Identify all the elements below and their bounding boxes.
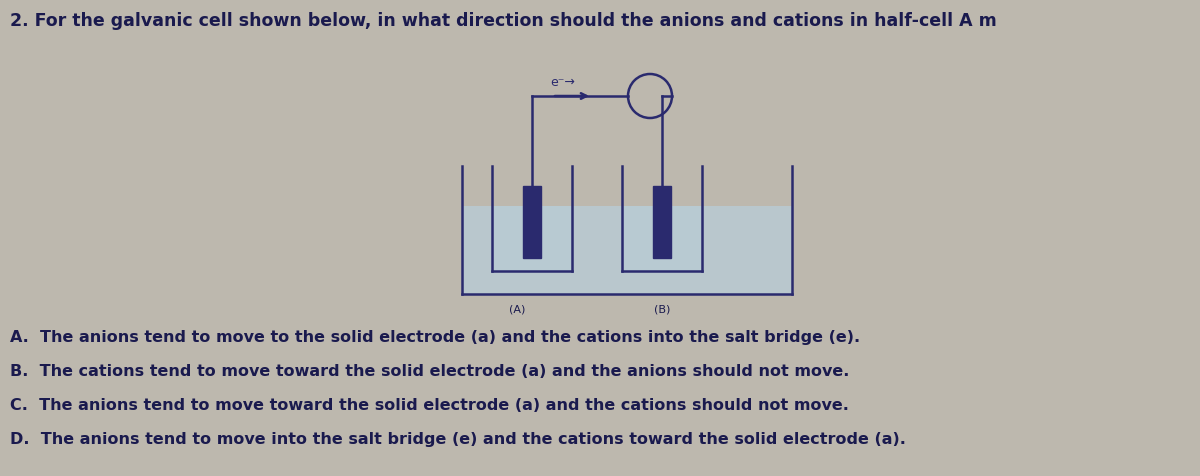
Text: B.  The cations tend to move toward the solid electrode (a) and the anions shoul: B. The cations tend to move toward the s… (10, 363, 850, 378)
Bar (653, 187, 671, 258)
Text: (B): (B) (654, 304, 670, 314)
Bar (523, 187, 541, 258)
Text: A.  The anions tend to move to the solid electrode (a) and the cations into the : A. The anions tend to move to the solid … (10, 329, 860, 344)
Text: (A): (A) (509, 304, 526, 314)
Text: 2. For the galvanic cell shown below, in what direction should the anions and ca: 2. For the galvanic cell shown below, in… (10, 12, 997, 30)
Bar (462, 207, 792, 294)
Text: C.  The anions tend to move toward the solid electrode (a) and the cations shoul: C. The anions tend to move toward the so… (10, 397, 848, 412)
Text: e⁻→: e⁻→ (550, 76, 575, 89)
Text: D.  The anions tend to move into the salt bridge (e) and the cations toward the : D. The anions tend to move into the salt… (10, 431, 906, 446)
Bar (622, 207, 702, 271)
Bar (492, 207, 572, 271)
